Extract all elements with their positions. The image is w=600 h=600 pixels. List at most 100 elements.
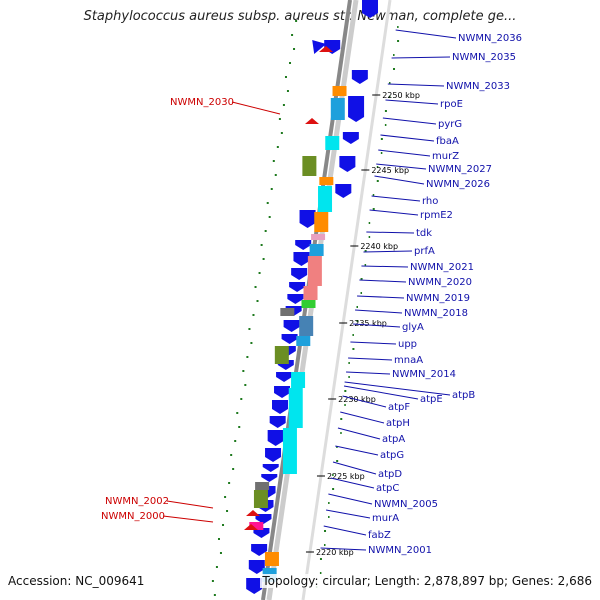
gc-skew-dot [372, 194, 375, 196]
gene-label-glya: glyA [402, 322, 424, 333]
cog-block [307, 256, 322, 286]
cds-arrow [342, 132, 359, 144]
gc-content-dot [293, 48, 296, 50]
gc-content-dot [244, 384, 247, 386]
cog-block [296, 336, 311, 346]
gc-content-track [211, 20, 298, 596]
gc-skew-dot [380, 138, 383, 140]
cds-arrow [312, 40, 327, 54]
label-leader [343, 385, 419, 400]
gc-skew-dot [348, 362, 350, 364]
scale-tick-label: 2245 kbp [371, 166, 409, 175]
gc-content-dot [276, 146, 279, 148]
gc-skew-dot [340, 432, 342, 434]
gc-content-dot [289, 62, 292, 64]
gc-skew-dot [332, 474, 334, 476]
gc-skew-dot [344, 390, 347, 392]
cds-arrow [335, 184, 352, 198]
gc-content-dot [234, 440, 237, 442]
cog-block [255, 482, 270, 490]
gc-skew-dot [376, 180, 379, 182]
cds-arrow [269, 416, 286, 428]
gc-skew-dot [393, 54, 395, 56]
label-leader [348, 357, 393, 361]
cds-arrow [248, 560, 265, 574]
gc-content-dot [252, 314, 255, 316]
gc-content-dot [258, 272, 261, 274]
gc-content-dot [242, 370, 245, 372]
label-leader [380, 134, 435, 142]
cds-arrow [295, 240, 312, 250]
gc-content-dot [232, 468, 235, 470]
gene-label-nwmn-2018: NWMN_2018 [404, 308, 468, 319]
cog-block [253, 490, 268, 508]
gene-label-nwmn-2026: NWMN_2026 [426, 179, 490, 190]
label-leader [330, 477, 375, 489]
cds-arrow [261, 474, 278, 482]
gc-skew-dot [319, 572, 322, 574]
gene-label-tdk: tdk [416, 228, 432, 239]
gene-label-fbaa: fbaA [436, 136, 459, 147]
cog-block [302, 156, 317, 176]
gene-label-nwmn-2000: NWMN_2000 [101, 511, 165, 522]
gc-skew-dot [380, 152, 383, 154]
cds-arrow [267, 430, 284, 446]
gc-content-dot [278, 118, 281, 120]
gene-label-nwmn-2019: NWMN_2019 [406, 293, 470, 304]
gc-skew-dot [336, 460, 339, 462]
backbone-inner [301, 0, 392, 600]
gc-content-dot [282, 104, 285, 106]
cds-arrow [262, 464, 279, 472]
cog-block [311, 234, 326, 240]
cog-block [282, 428, 297, 474]
cog-block [309, 244, 324, 256]
scale-tick-label: 2235 kbp [349, 319, 387, 328]
cds-arrow [289, 282, 306, 292]
label-leader [363, 250, 413, 253]
scale-tick-label: 2250 kbp [382, 91, 420, 100]
cds-arrow [291, 268, 308, 280]
gc-content-dot [238, 426, 241, 428]
cds-arrow [272, 400, 288, 414]
cds-arrow [253, 528, 270, 538]
gc-skew-dot [368, 222, 371, 224]
label-leader [332, 461, 377, 475]
gc-content-dot [219, 552, 222, 554]
cog-block [303, 286, 318, 300]
gc-skew-dot [324, 530, 327, 532]
label-leader [166, 500, 214, 509]
gc-skew-dot [348, 376, 350, 378]
label-leader [357, 295, 405, 299]
cog-block [318, 186, 333, 212]
gene-label-nwmn-2033: NWMN_2033 [446, 81, 510, 92]
gene-label-atpb: atpB [452, 390, 475, 401]
label-leader [335, 445, 379, 456]
gc-skew-dot [384, 124, 387, 126]
cds-arrow [255, 514, 272, 524]
gene-label-rho: rho [422, 196, 438, 207]
cds-arrow [265, 448, 282, 462]
genome-summary-text: Topology: circular; Length: 2,878,897 bp… [260, 574, 592, 588]
rna-marker [305, 118, 319, 124]
gc-skew-dot [344, 404, 346, 406]
cds-arrow [246, 578, 263, 594]
cds-arrow [362, 0, 378, 18]
gc-skew-track [315, 26, 400, 588]
label-leader [337, 427, 381, 440]
rna-marker [246, 510, 260, 516]
cds-arrow [283, 320, 300, 332]
cog-block [280, 308, 295, 316]
label-leader [328, 493, 373, 505]
gc-content-dot [236, 412, 239, 414]
gene-label-nwmn-2002: NWMN_2002 [105, 496, 169, 507]
cog-block [288, 388, 303, 428]
gc-content-dot [215, 566, 218, 568]
label-leader [340, 411, 385, 424]
gene-label-nwmn-2001: NWMN_2001 [368, 545, 432, 556]
label-leader [366, 231, 415, 234]
map-title: Staphylococcus aureus subsp. aureus str.… [83, 9, 517, 24]
gc-skew-dot [397, 26, 399, 28]
gene-label-atpd: atpD [378, 469, 402, 480]
gc-content-dot [260, 244, 263, 246]
